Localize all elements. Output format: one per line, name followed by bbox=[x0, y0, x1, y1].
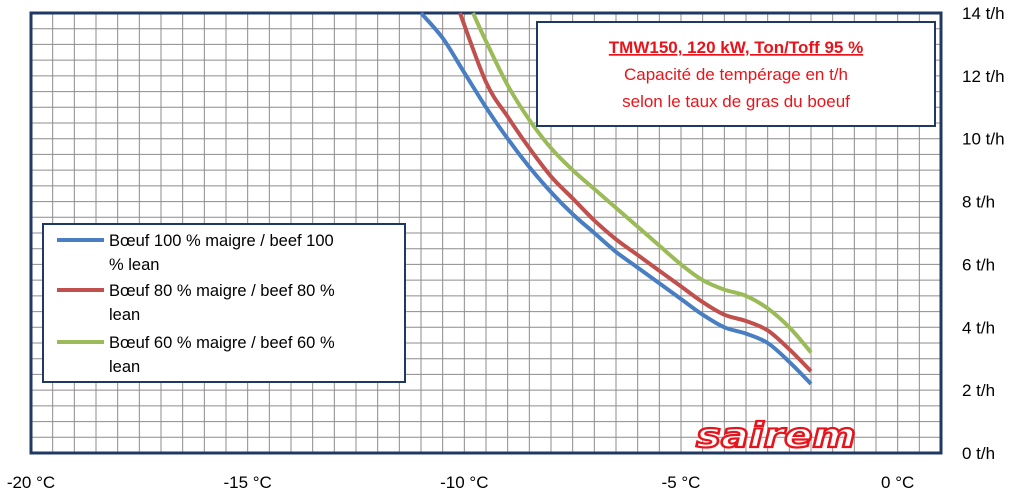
y-tick-label: 10 t/h bbox=[962, 130, 1005, 149]
series-line-3 bbox=[471, 12, 813, 354]
x-axis-ticks: -20 °C -15 °C -10 °C -5 °C 0 °C bbox=[7, 473, 914, 492]
x-tick-label: -20 °C bbox=[7, 473, 55, 492]
y-tick-label: 12 t/h bbox=[962, 67, 1005, 86]
legend-label-series-3-line-1: Bœuf 60 % maigre / beef 60 % bbox=[109, 334, 335, 352]
chart-subtitle-line-1: Capacité de tempérage en t/h bbox=[624, 65, 848, 84]
y-tick-label: 4 t/h bbox=[962, 318, 995, 337]
x-tick-label: -5 °C bbox=[662, 473, 701, 492]
y-tick-label: 2 t/h bbox=[962, 381, 995, 400]
series-lines bbox=[419, 11, 813, 386]
chart-title-box: TMW150, 120 kW, Ton/Toff 95 % Capacité d… bbox=[536, 21, 936, 127]
x-tick-label: -10 °C bbox=[440, 473, 488, 492]
chart-title: TMW150, 120 kW, Ton/Toff 95 % bbox=[609, 38, 863, 57]
series-line-1 bbox=[419, 11, 813, 386]
legend-label-series-2-line-1: Bœuf 80 % maigre / beef 80 % bbox=[109, 282, 335, 300]
legend-label-series-3-line-2: lean bbox=[109, 358, 140, 376]
plot-area-frame bbox=[29, 11, 943, 455]
x-tick-label: -15 °C bbox=[223, 473, 271, 492]
y-tick-label: 8 t/h bbox=[962, 193, 995, 212]
y-tick-label: 0 t/h bbox=[962, 444, 995, 463]
y-tick-label: 6 t/h bbox=[962, 255, 995, 274]
x-tick-label: 0 °C bbox=[881, 473, 914, 492]
y-tick-label: 14 t/h bbox=[962, 4, 1005, 23]
logo-text: sairem bbox=[696, 416, 856, 456]
legend-label-series-1-line-2: % lean bbox=[109, 256, 159, 274]
legend-label-series-2-line-2: lean bbox=[109, 306, 140, 324]
y-axis-ticks: 0 t/h 2 t/h 4 t/h 6 t/h 8 t/h 10 t/h 12 t/h 14 … bbox=[962, 4, 1005, 463]
sairem-logo: sairem bbox=[695, 415, 857, 457]
legend: Bœuf 100 % maigre / beef 100 % lean Bœuf… bbox=[42, 223, 406, 383]
series-line-2 bbox=[458, 12, 813, 373]
chart-subtitle-line-2: selon le taux de gras du boeuf bbox=[622, 92, 850, 111]
legend-label-series-1-line-1: Bœuf 100 % maigre / beef 100 bbox=[109, 232, 334, 250]
